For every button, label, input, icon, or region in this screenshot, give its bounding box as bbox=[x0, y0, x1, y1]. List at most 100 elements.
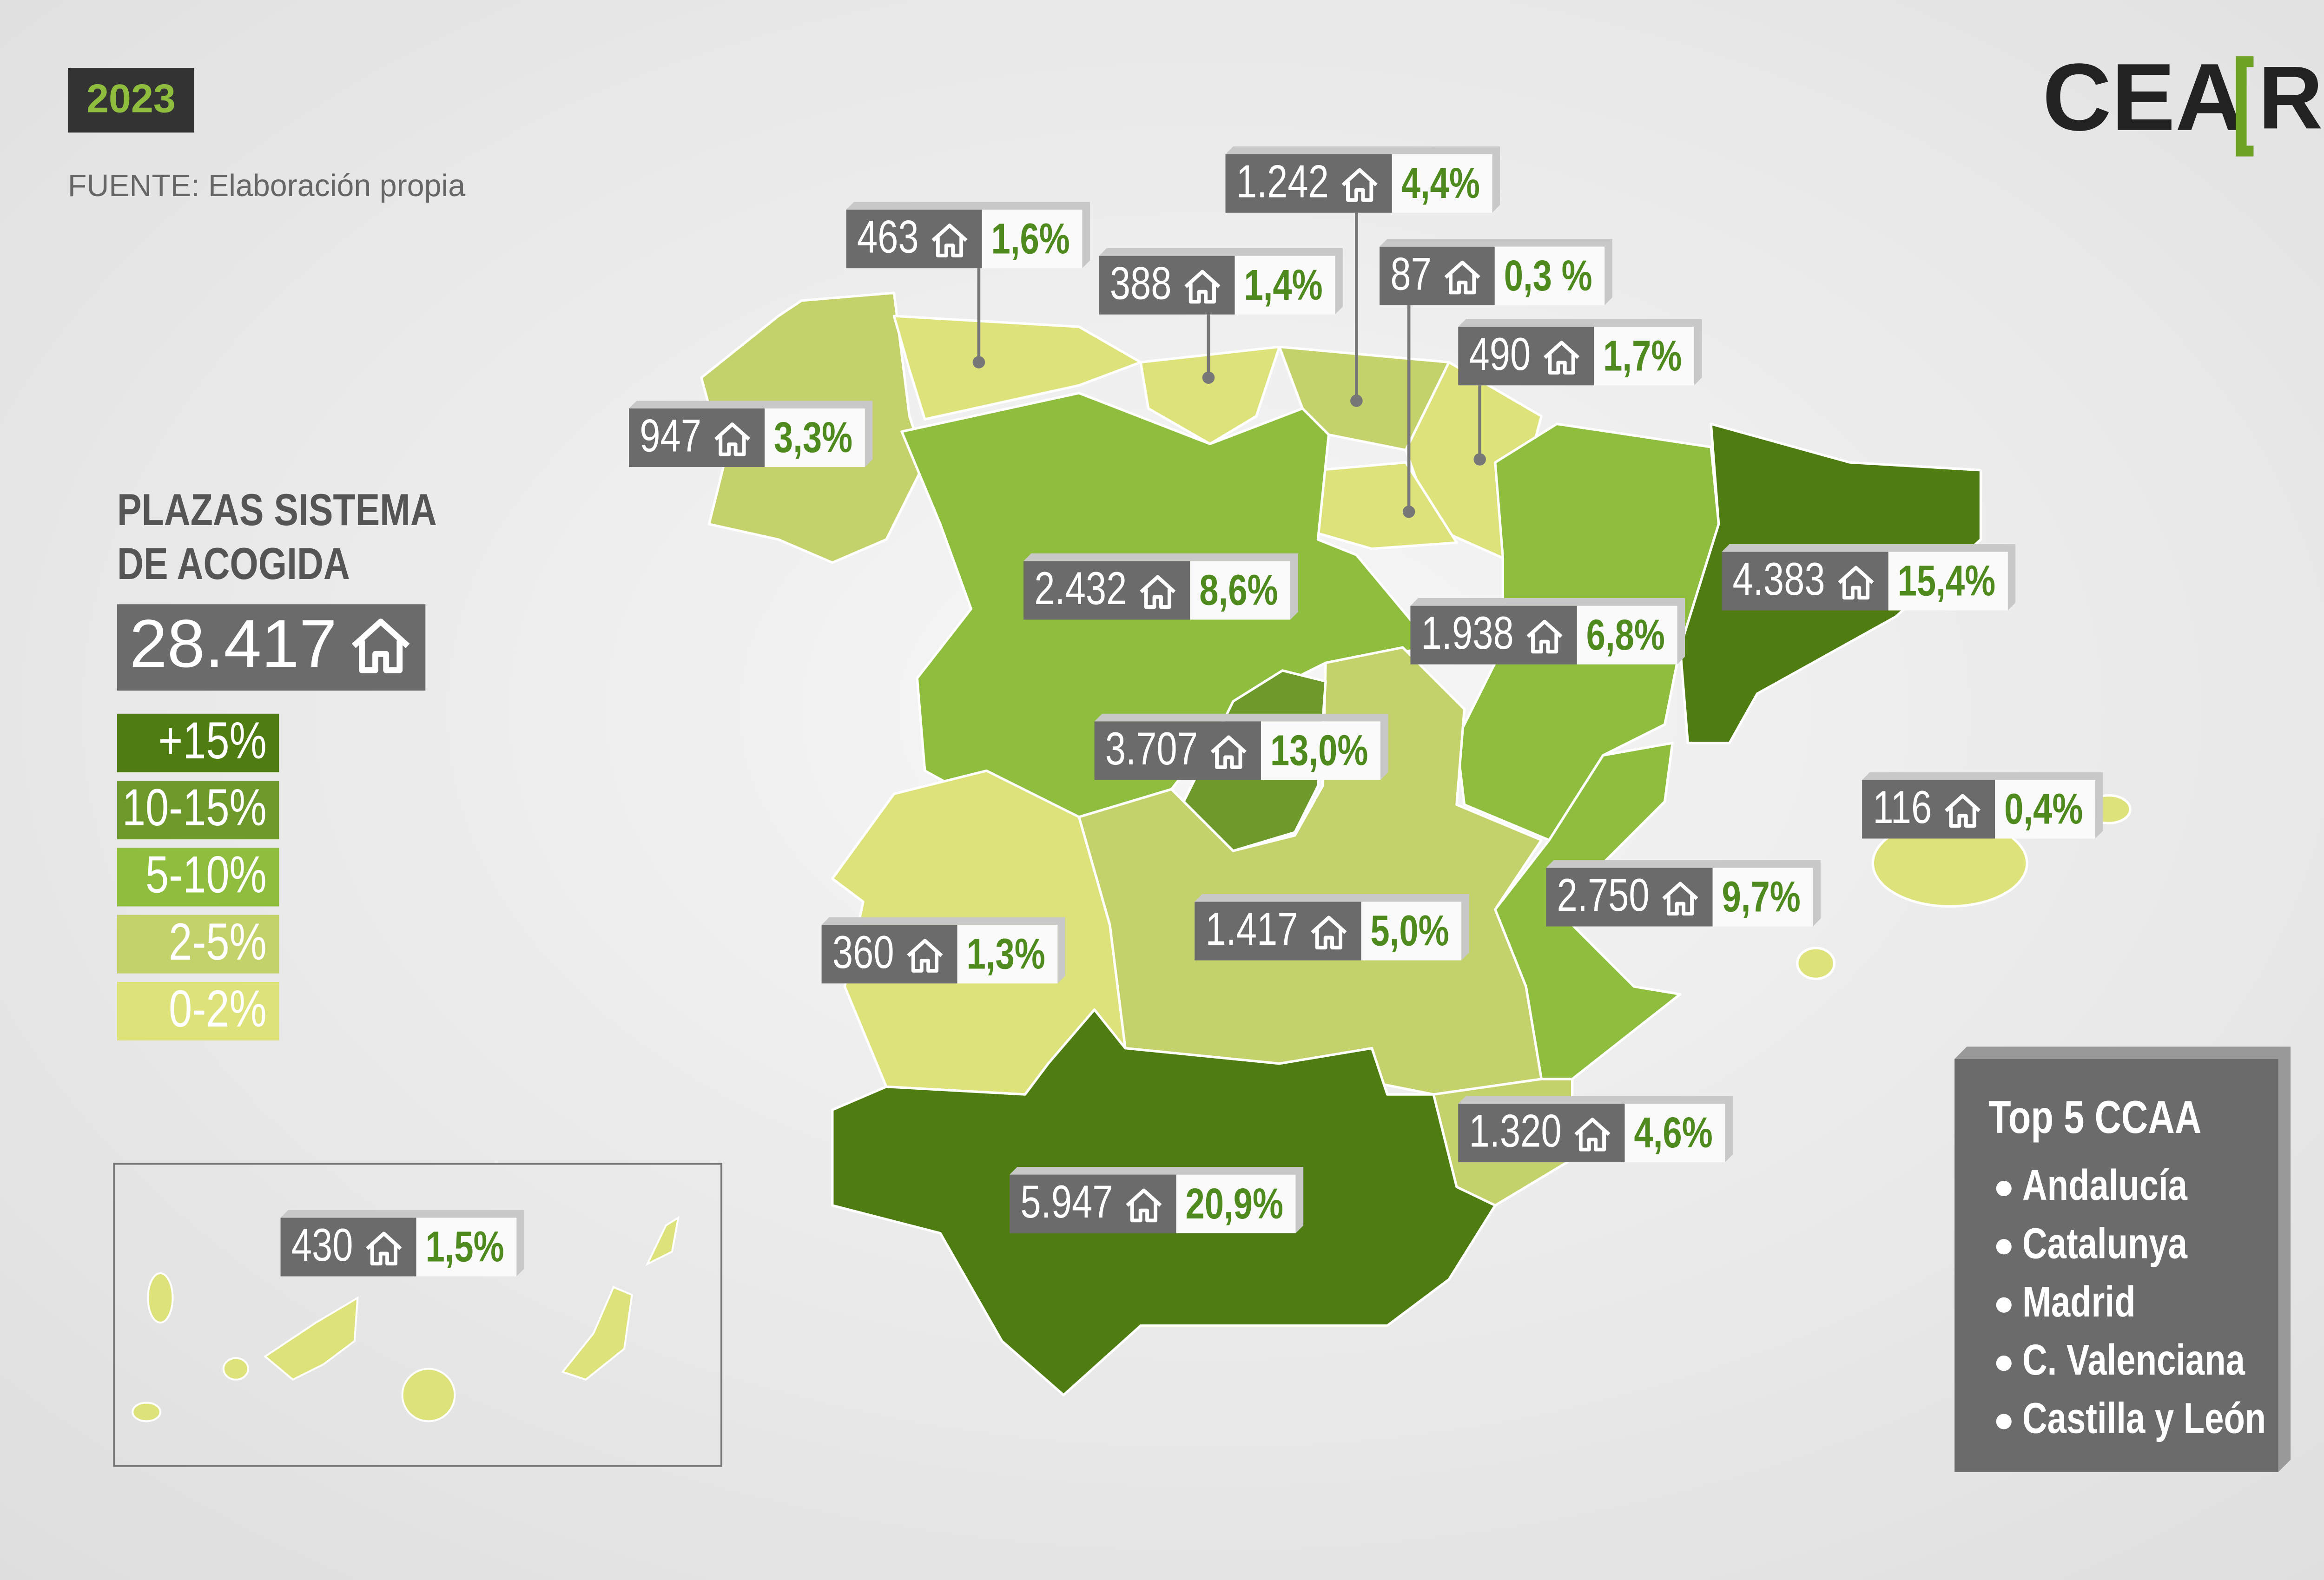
places: 360 bbox=[832, 926, 894, 978]
region-label: 116 0,4% bbox=[1862, 772, 2103, 839]
legend-swatch bbox=[117, 713, 279, 772]
share: 0,3 % bbox=[1504, 251, 1592, 300]
share-box bbox=[416, 1218, 517, 1277]
places: 947 bbox=[640, 410, 701, 462]
leader-dot bbox=[972, 356, 985, 369]
inset-islands bbox=[132, 1216, 680, 1422]
share-shadow bbox=[1458, 1096, 1733, 1163]
share-box bbox=[1176, 1174, 1296, 1233]
region-label: 360 1,3% bbox=[821, 917, 1065, 984]
share-shadow bbox=[1010, 1167, 1304, 1233]
region-label: 430 1,5% bbox=[280, 1210, 524, 1277]
legend-label: 0-2% bbox=[169, 979, 267, 1038]
region-label: 1.417 5,0% bbox=[1195, 894, 1469, 961]
places-box bbox=[629, 408, 765, 467]
share-shadow bbox=[1094, 713, 1388, 780]
legend-swatch bbox=[117, 981, 279, 1041]
legend-label: 2-5% bbox=[169, 912, 267, 971]
bullet bbox=[1996, 1297, 2012, 1313]
share-shadow bbox=[1099, 248, 1343, 315]
share: 1,7% bbox=[1603, 331, 1682, 380]
region-label: 1.938 6,8% bbox=[1410, 598, 1685, 665]
legend-swatch bbox=[117, 915, 279, 974]
top5-item: Madrid bbox=[2022, 1277, 2135, 1326]
share-box bbox=[1361, 902, 1462, 961]
share-shadow bbox=[1023, 553, 1298, 620]
share-box bbox=[957, 925, 1058, 984]
share-box bbox=[1392, 154, 1492, 213]
share-shadow bbox=[1862, 772, 2103, 839]
leader-dot bbox=[1202, 371, 1215, 384]
inset-frame bbox=[113, 1163, 723, 1467]
places-box bbox=[1410, 606, 1577, 665]
region-label: 5.947 20,9% bbox=[1010, 1167, 1304, 1233]
share-shadow bbox=[1458, 319, 1702, 386]
places: 87 bbox=[1390, 248, 1432, 300]
legend: +15% 10-15% 5-10% 2-5% 0-2% bbox=[117, 711, 279, 1041]
share: 3,3% bbox=[774, 413, 852, 461]
places: 116 bbox=[1873, 782, 1932, 834]
region-label: 4.383 15,4% bbox=[1722, 544, 2016, 611]
region-label: 463 1,6% bbox=[846, 202, 1090, 269]
places-box bbox=[1546, 868, 1713, 927]
places: 388 bbox=[1110, 257, 1172, 309]
share-shadow bbox=[280, 1210, 524, 1277]
places-box bbox=[1225, 154, 1392, 213]
share: 15,4% bbox=[1898, 557, 1996, 605]
logo-bracket bbox=[2236, 56, 2254, 157]
share: 8,6% bbox=[1199, 566, 1278, 614]
region-shape bbox=[892, 315, 1142, 421]
share: 4,4% bbox=[1401, 159, 1480, 207]
share: 1,6% bbox=[991, 214, 1070, 263]
places: 1.320 bbox=[1469, 1105, 1561, 1157]
share: 9,7% bbox=[1722, 873, 1801, 921]
leader-dot bbox=[1402, 506, 1415, 518]
top5-box bbox=[1954, 1059, 2278, 1472]
places: 2.432 bbox=[1034, 563, 1127, 615]
places-box bbox=[846, 210, 982, 269]
places: 4.383 bbox=[1733, 553, 1825, 606]
logo-text: CEA bbox=[2042, 44, 2244, 151]
legend-swatch bbox=[117, 781, 279, 840]
places: 430 bbox=[291, 1219, 353, 1271]
top5-list: Andalucía Catalunya Madrid C. Valenciana Cas… bbox=[1996, 1161, 2266, 1442]
share-box bbox=[982, 210, 1083, 269]
bullet bbox=[1996, 1239, 2012, 1255]
places-box bbox=[1722, 552, 1888, 611]
places: 5.947 bbox=[1020, 1176, 1113, 1228]
region-shape bbox=[1796, 947, 1836, 980]
legend-label: 5-10% bbox=[145, 845, 267, 904]
places-box bbox=[1094, 721, 1261, 780]
places-box bbox=[280, 1218, 416, 1277]
share-box bbox=[1494, 246, 1605, 305]
share-box bbox=[1261, 721, 1380, 780]
share-shadow bbox=[1195, 894, 1469, 961]
leader-dot bbox=[1473, 453, 1486, 466]
region-label: 490 1,7% bbox=[1458, 319, 1702, 386]
share-box bbox=[1235, 256, 1335, 315]
region-label: 2.750 9,7% bbox=[1546, 860, 1821, 927]
top5-item: C. Valenciana bbox=[2022, 1336, 2245, 1384]
share-box bbox=[1594, 327, 1694, 386]
places-box bbox=[1023, 561, 1190, 620]
region-label: 947 3,3% bbox=[629, 401, 873, 467]
region-label: 388 1,4% bbox=[1099, 248, 1343, 315]
places: 3.707 bbox=[1105, 723, 1198, 775]
source: FUENTE: Elaboración propia bbox=[68, 169, 465, 203]
places-box bbox=[1099, 256, 1235, 315]
share-shadow bbox=[629, 401, 873, 467]
legend-label: +15% bbox=[158, 711, 267, 770]
places-box bbox=[1010, 1174, 1176, 1233]
share-shadow bbox=[1410, 598, 1685, 665]
share: 5,0% bbox=[1370, 907, 1449, 955]
share-shadow bbox=[821, 917, 1065, 984]
places-box bbox=[1458, 1104, 1625, 1163]
bullet bbox=[1996, 1180, 2012, 1197]
places-box bbox=[1458, 327, 1594, 386]
share: 4,6% bbox=[1634, 1108, 1712, 1157]
share: 20,9% bbox=[1185, 1179, 1283, 1228]
region-label: 2.432 8,6% bbox=[1023, 553, 1298, 620]
total: 28.417 bbox=[130, 606, 337, 681]
total-box bbox=[117, 604, 426, 691]
share-box bbox=[1712, 868, 1813, 927]
